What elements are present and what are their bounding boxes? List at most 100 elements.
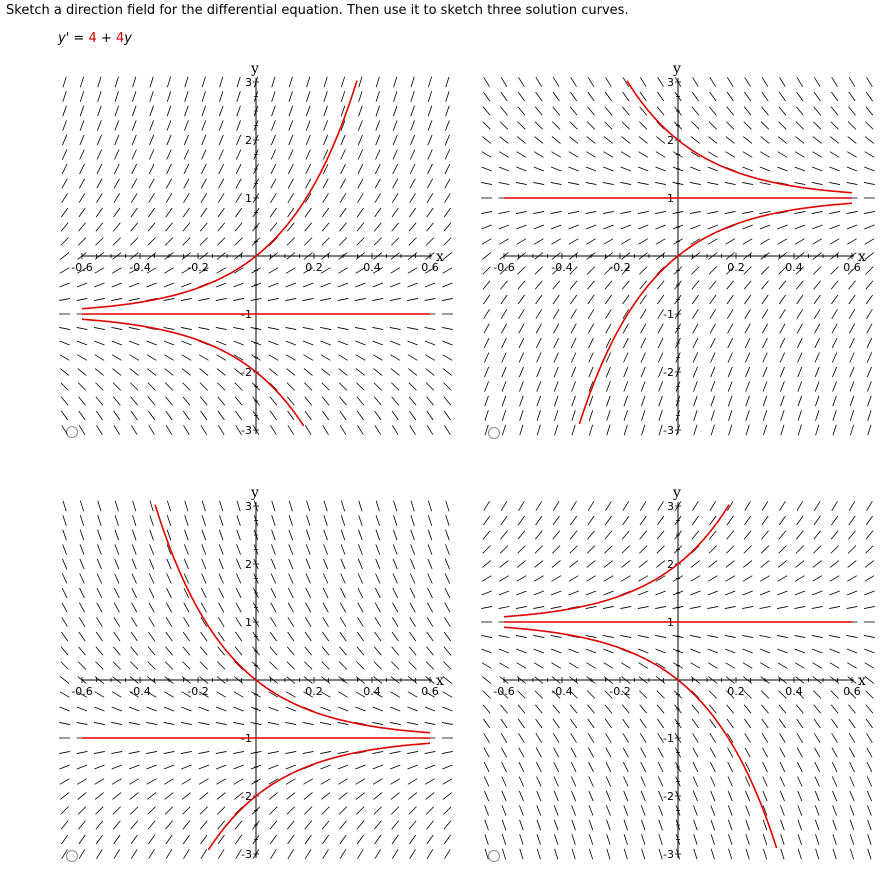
- slope-segment: [355, 340, 366, 346]
- slope-segment: [864, 224, 875, 230]
- slope-segment: [588, 337, 594, 349]
- slope-segment: [339, 207, 347, 218]
- slope-segment: [372, 706, 384, 712]
- slope-segment: [358, 76, 363, 88]
- slope-segment: [148, 602, 155, 613]
- slope-segment: [79, 76, 85, 88]
- slope-segment: [830, 545, 839, 554]
- slope-segment: [114, 134, 120, 146]
- slope-segment: [95, 646, 104, 656]
- slope-segment: [587, 530, 595, 540]
- slope-segment: [233, 354, 244, 361]
- slope-segment: [373, 820, 382, 830]
- x-tick-label: 0.4: [785, 261, 803, 274]
- slope-segment: [130, 207, 138, 218]
- slope-segment: [444, 163, 451, 175]
- slope-segment: [536, 776, 542, 787]
- slope-segment: [407, 327, 419, 330]
- slope-segment: [570, 515, 578, 526]
- slope-segment: [658, 805, 663, 816]
- slope-segment: [620, 575, 631, 582]
- slope-segment: [392, 529, 398, 541]
- slope-segment: [426, 178, 434, 189]
- slope-segment: [814, 337, 821, 349]
- slope-segment: [641, 834, 646, 845]
- slope-segment: [392, 105, 398, 117]
- slope-segment: [426, 631, 434, 642]
- slope-segment: [811, 211, 823, 214]
- slope-segment: [829, 590, 840, 596]
- y-tick-label: -1: [663, 732, 674, 745]
- slope-segment: [481, 575, 492, 582]
- slope-segment: [604, 718, 612, 729]
- slope-segment: [183, 573, 190, 584]
- slope-segment: [320, 751, 332, 754]
- slope-segment: [337, 327, 349, 330]
- slope-segment: [183, 558, 189, 570]
- slope-segment: [726, 704, 735, 714]
- slope-segment: [78, 820, 86, 830]
- slope-segment: [622, 747, 629, 758]
- slope-segment: [286, 396, 295, 406]
- y-tick-label: 2: [667, 558, 674, 571]
- slope-segment: [322, 410, 330, 421]
- slope-segment: [219, 76, 224, 88]
- slope-segment: [184, 76, 189, 88]
- slope-segment: [77, 382, 87, 391]
- slope-segment: [339, 631, 347, 642]
- slope-segment: [218, 573, 224, 584]
- slope-segment: [482, 676, 492, 684]
- slope-segment: [621, 121, 630, 130]
- radio-option-a[interactable]: [66, 426, 78, 438]
- slope-segment: [79, 500, 85, 512]
- slope-segment: [794, 182, 806, 185]
- slope-segment: [410, 500, 415, 512]
- slope-segment: [389, 706, 401, 712]
- slope-segment: [724, 635, 736, 638]
- slope-segment: [146, 778, 157, 785]
- slope-segment: [849, 834, 855, 845]
- slope-segment: [623, 410, 628, 421]
- slope-segment: [606, 805, 611, 816]
- slope-segment: [693, 848, 698, 860]
- slope-segment: [372, 298, 384, 301]
- slope-segment: [269, 820, 278, 830]
- slope-segment: [640, 819, 646, 831]
- slope-segment: [795, 560, 805, 568]
- slope-segment: [848, 704, 856, 714]
- slope-segment: [112, 368, 122, 376]
- slope-segment: [568, 238, 579, 245]
- slope-segment: [760, 238, 770, 245]
- slope-segment: [444, 602, 451, 613]
- slope-segment: [846, 648, 858, 654]
- radio-option-b[interactable]: [488, 427, 500, 439]
- slope-segment: [622, 761, 629, 773]
- slope-segment: [130, 631, 138, 642]
- slope-segment: [516, 224, 527, 230]
- slope-segment: [200, 587, 207, 599]
- slope-segment: [692, 77, 699, 87]
- slope-segment: [848, 501, 856, 511]
- slope-segment: [587, 515, 595, 526]
- slope-segment: [498, 182, 510, 185]
- slope-segment: [760, 575, 770, 582]
- slope-segment: [148, 163, 155, 175]
- slope-segment: [797, 366, 803, 378]
- slope-segment: [339, 410, 347, 421]
- slope-segment: [337, 706, 349, 712]
- radio-option-d[interactable]: [488, 850, 500, 862]
- y-tick-label: 3: [667, 500, 674, 513]
- slope-segment: [724, 211, 736, 214]
- radio-option-c[interactable]: [66, 850, 78, 862]
- slope-segment: [233, 327, 245, 330]
- slope-segment: [372, 354, 383, 361]
- slope-segment: [813, 704, 822, 714]
- slope-segment: [829, 166, 840, 172]
- slope-segment: [693, 381, 698, 392]
- slope-segment: [356, 834, 364, 845]
- slope-segment: [499, 545, 509, 554]
- slope-segment: [640, 747, 647, 758]
- slope-segment: [131, 178, 138, 189]
- slope-segment: [535, 91, 543, 102]
- slope-segment: [726, 266, 735, 275]
